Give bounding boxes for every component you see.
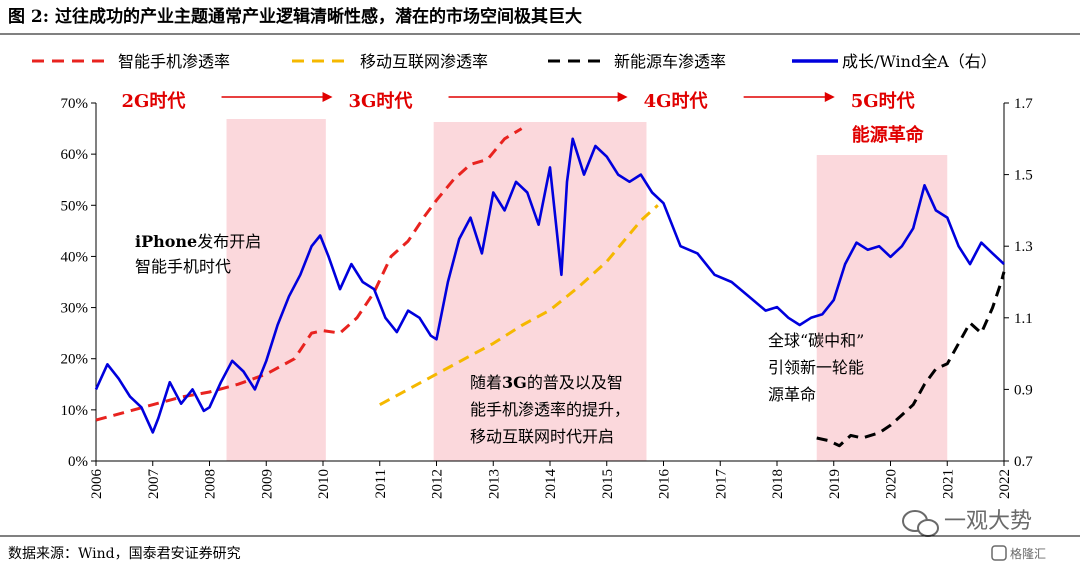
y-left-tick-label: 40% [61,249,89,265]
x-tick-label: 2018 [770,469,786,499]
annotation-3g-l3: 移动互联网时代开启 [470,427,614,446]
y-right-tick-label: 1.3 [1014,239,1033,255]
brand-logo-icon [991,545,1007,561]
era-label-2: 4G时代 [644,91,708,112]
era-arrowhead-1 [617,92,628,102]
legend-label-nev: 新能源车渗透率 [614,52,726,71]
y-right-tick-label: 1.5 [1014,168,1033,184]
x-tick-label: 2013 [486,469,502,499]
annotation-carbon-l3: 源革命 [768,385,816,404]
annotation-3g-l2: 能手机渗透率的提升， [470,400,630,419]
y-left-tick-label: 20% [61,352,89,368]
watermark: 一观大势 格隆汇 [902,509,1046,561]
era-label-0: 2G时代 [122,91,186,112]
x-tick-label: 2021 [940,469,956,499]
legend-label-growth: 成长/Wind全A（右） [842,52,997,71]
era-arrowhead-2 [824,92,835,102]
watermark-brand: 格隆汇 [1010,546,1046,561]
watermark-text: 一观大势 [944,509,1032,534]
era-label-3: 5G时代 [851,91,915,112]
series-lines [94,127,1006,448]
x-tick-label: 2014 [543,469,559,500]
y-left-tick-label: 50% [61,198,89,214]
series-line-1 [379,204,659,407]
x-tick-label: 2007 [146,469,162,500]
shaded-period-1 [433,122,647,461]
annotation-3g: 随着3G的普及以及智 能手机渗透率的提升， 移动互联网时代开启 [470,373,635,446]
annotation-carbon-l2: 引领新一轮能 [768,358,864,377]
annotation-iphone: iPhone发布开启 智能手机时代 [135,232,266,276]
y-right-tick-label: 1.1 [1014,311,1033,327]
y-left-tick-label: 10% [61,403,89,419]
series-line-3 [94,137,1005,434]
x-tick-label: 2012 [430,469,446,499]
figure-title: 图 2: 过往成功的产业主题通常产业逻辑清晰性感，潜在的市场空间极其巨大 [8,6,582,27]
y-left-tick-label: 0% [68,454,88,470]
y-right-tick-label: 0.9 [1014,382,1033,398]
era-label-1: 3G时代 [349,91,413,112]
source-note: 数据来源：Wind，国泰君安证券研究 [8,546,241,562]
y-left-tick-label: 30% [61,301,89,317]
shaded-period-2 [816,155,948,461]
x-tick-label: 2017 [713,469,729,500]
series-line-2 [816,271,1006,448]
x-tick-label: 2016 [657,469,673,500]
x-tick-label: 2008 [203,469,219,499]
annotation-carbon: 全球“碳中和” 引领新一轮能 源革命 [768,331,869,404]
era-arrowhead-0 [322,92,333,102]
annotation-3g-l1b: 3G [502,373,527,392]
shaded-periods [226,119,948,461]
y-left-tick-label: 70% [61,96,89,112]
y-right-tick-label: 1.7 [1014,96,1033,112]
x-tick-label: 2015 [600,469,616,499]
y-right-tick-label: 0.7 [1014,454,1033,470]
x-tick-label: 2010 [316,469,332,499]
x-tick-label: 2020 [884,469,900,499]
x-tick-label: 2019 [827,469,843,499]
annotation-carbon-l1: 全球“碳中和” [768,331,864,350]
shaded-period-0 [226,119,326,461]
axes: 0% 10% 20% 30% 40% 50% 60% 70% 0.7 0.9 1.1 1.3 1.5 1.… [61,96,1034,499]
y-left-tick-label: 60% [61,147,89,163]
x-tick-label: 2022 [997,469,1013,499]
annotation-iphone-l2: 智能手机时代 [135,257,231,276]
wechat-icon [902,510,939,537]
annotation-iphone-l1a: iPhone [135,232,197,251]
series-line-0 [95,127,523,422]
x-tick-label: 2009 [259,469,275,499]
era-sublabel: 能源革命 [852,124,925,146]
annotation-3g-l1c: 的普及以及智 [527,373,623,392]
x-tick-label: 2006 [89,469,105,500]
legend-label-smartphone: 智能手机渗透率 [118,52,230,71]
annotation-iphone-l1b: 发布开启 [197,232,261,251]
legend: 智能手机渗透率 移动互联网渗透率 新能源车渗透率 成长/Wind全A（右） [32,52,997,71]
x-tick-label: 2011 [373,469,389,498]
legend-label-internet: 移动互联网渗透率 [360,52,488,71]
annotation-3g-l1a: 随着 [470,373,502,392]
